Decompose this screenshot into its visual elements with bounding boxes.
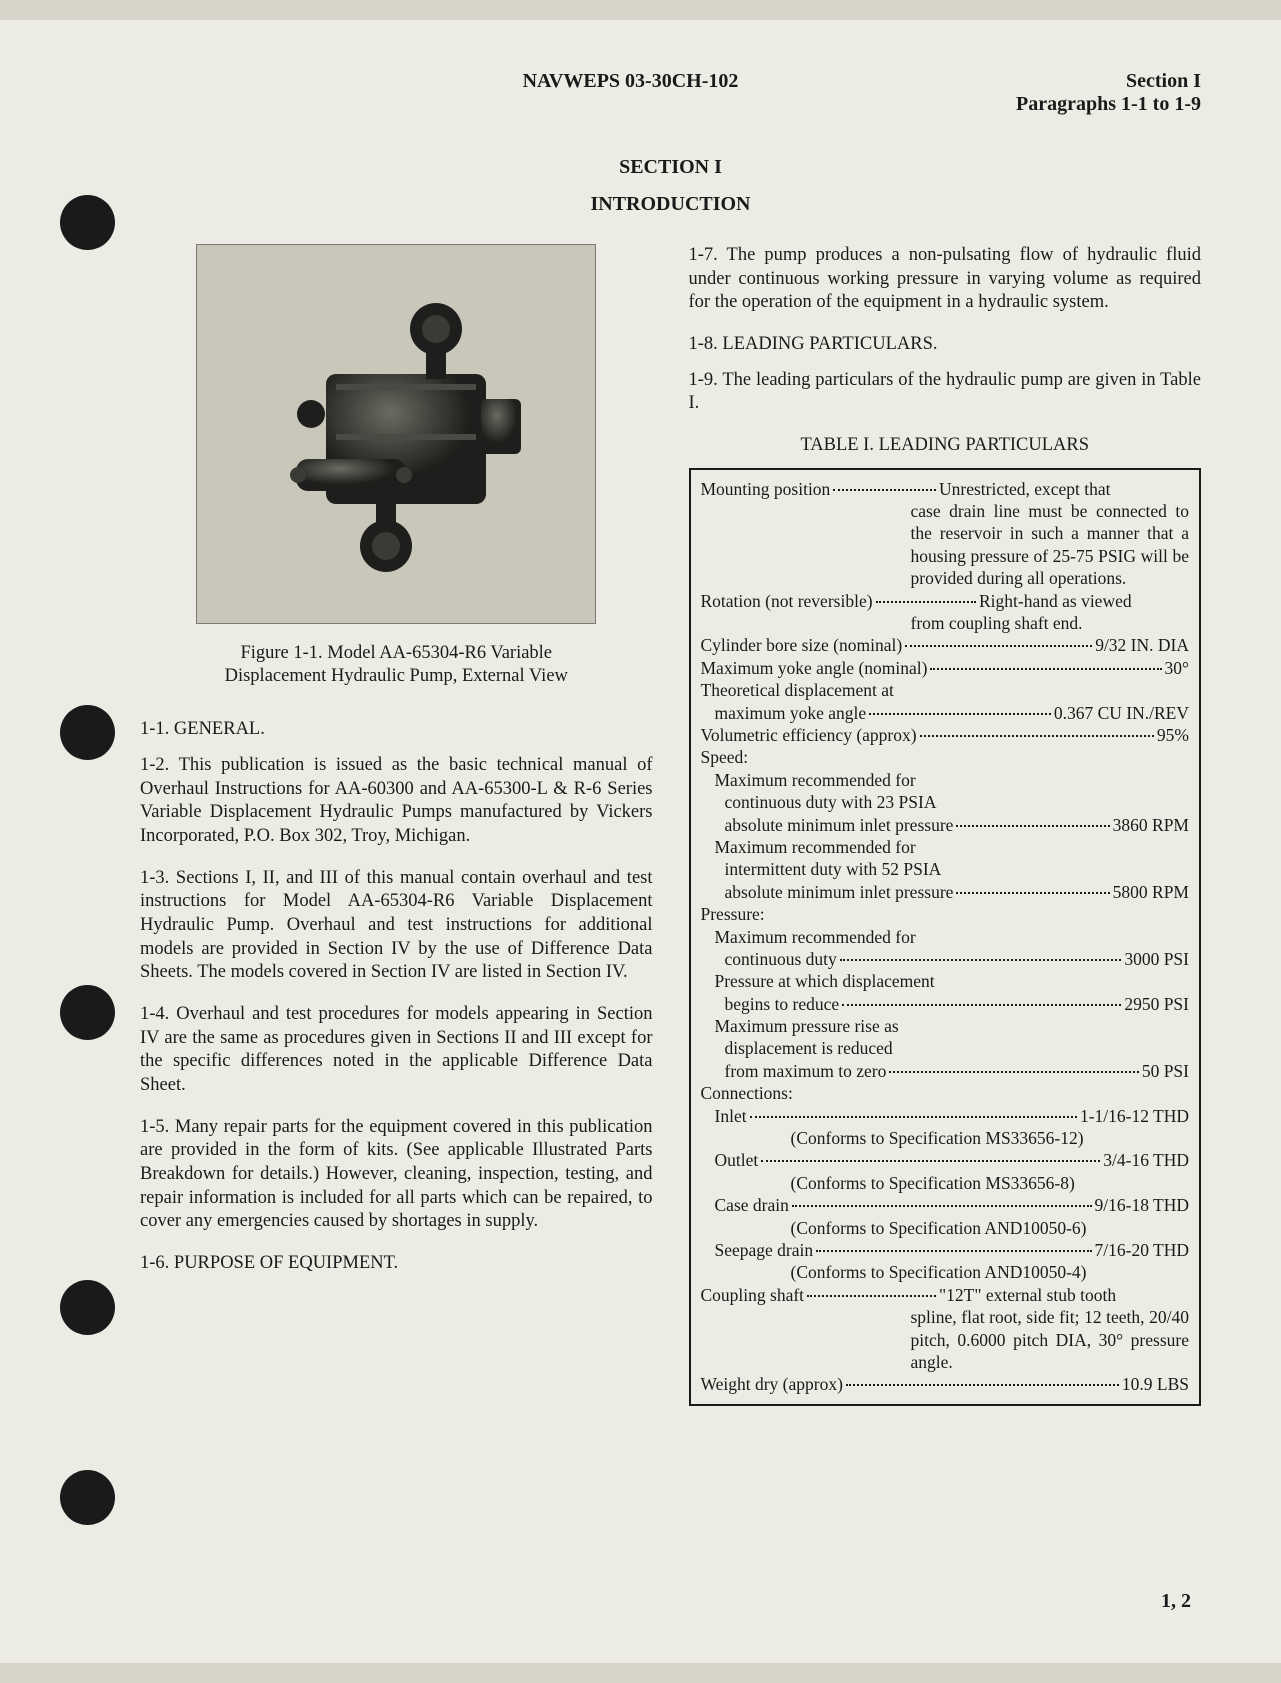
label: maximum yoke angle [715, 702, 867, 724]
speed-cont-3: absolute minimum inlet pressure 3860 RPM [701, 814, 1190, 836]
right-column: 1-7. The pump produces a non-pulsating f… [689, 244, 1202, 1406]
seepage-spec: (Conforms to Specification AND10050-4) [701, 1261, 1190, 1283]
left-column: Figure 1-1. Model AA-65304-R6 Variable D… [140, 244, 653, 1406]
label: Weight dry (approx) [701, 1373, 843, 1395]
row-displacement-l2: maximum yoke angle 0.367 CU IN./REV [701, 702, 1190, 724]
label: Outlet [715, 1149, 759, 1171]
press-cont-1: Maximum recommended for [701, 926, 1190, 948]
punch-hole [60, 705, 115, 760]
row-coupling-shaft: Coupling shaft "12T" external stub tooth [701, 1284, 1190, 1306]
value: 3000 PSI [1124, 948, 1189, 970]
para-1-9: 1-9. The leading particulars of the hydr… [689, 369, 1202, 416]
label: Rotation (not reversible) [701, 590, 873, 612]
row-case-drain: Case drain 9/16-18 THD [701, 1194, 1190, 1216]
value: 30° [1165, 657, 1190, 679]
doc-number: NAVWEPS 03-30CH-102 [340, 70, 921, 116]
page-number: 1, 2 [1161, 1590, 1191, 1613]
label: begins to reduce [725, 993, 840, 1015]
row-pressure-header: Pressure: [701, 903, 1190, 925]
value: 10.9 LBS [1122, 1373, 1189, 1395]
header-section: Section I [921, 70, 1201, 93]
table-leading-particulars: Mounting position Unrestricted, except t… [689, 468, 1202, 1406]
press-rise-1: Maximum pressure rise as [701, 1015, 1190, 1037]
label: Mounting position [701, 478, 831, 500]
press-cont-2: continuous duty 3000 PSI [701, 948, 1190, 970]
para-1-3: 1-3. Sections I, II, and III of this man… [140, 867, 653, 985]
rotation-continued: from coupling shaft end. [701, 612, 1190, 634]
figure-caption-line2: Displacement Hydraulic Pump, External Vi… [225, 666, 568, 686]
speed-cont-2: continuous duty with 23 PSIA [701, 791, 1190, 813]
row-inlet: Inlet 1-1/16-12 THD [701, 1105, 1190, 1127]
value: 0.367 CU IN./REV [1054, 702, 1189, 724]
value: 95% [1157, 724, 1189, 746]
row-connections-header: Connections: [701, 1082, 1190, 1104]
page: NAVWEPS 03-30CH-102 Section I Paragraphs… [0, 20, 1281, 1663]
row-voleff: Volumetric efficiency (approx) 95% [701, 724, 1190, 746]
label: Inlet [715, 1105, 747, 1127]
section-title: SECTION I [140, 156, 1201, 179]
label: absolute minimum inlet pressure [725, 881, 954, 903]
mounting-continued: case drain line must be connected to the… [701, 500, 1190, 590]
para-1-4: 1-4. Overhaul and test procedures for mo… [140, 1003, 653, 1098]
figure-caption: Figure 1-1. Model AA-65304-R6 Variable D… [140, 642, 653, 688]
label: Volumetric efficiency (approx) [701, 724, 917, 746]
press-rise-3: from maximum to zero 50 PSI [701, 1060, 1190, 1082]
label: Maximum yoke angle (nominal) [701, 657, 928, 679]
value: 7/16-20 THD [1095, 1239, 1189, 1261]
speed-cont-1: Maximum recommended for [701, 769, 1190, 791]
label: Cylinder bore size (nominal) [701, 634, 903, 656]
page-header: NAVWEPS 03-30CH-102 Section I Paragraphs… [140, 70, 1201, 116]
punch-hole [60, 1280, 115, 1335]
row-bore: Cylinder bore size (nominal) 9/32 IN. DI… [701, 634, 1190, 656]
heading-1-8: 1-8. LEADING PARTICULARS. [689, 333, 1202, 357]
header-paragraphs: Paragraphs 1-1 to 1-9 [921, 93, 1201, 116]
speed-int-2: intermittent duty with 52 PSIA [701, 858, 1190, 880]
figure-caption-line1: Figure 1-1. Model AA-65304-R6 Variable [240, 643, 552, 663]
row-mounting: Mounting position Unrestricted, except t… [701, 478, 1190, 500]
table-title: TABLE I. LEADING PARTICULARS [689, 434, 1202, 458]
heading-1-1: 1-1. GENERAL. [140, 718, 653, 742]
value: 3860 RPM [1113, 814, 1189, 836]
case-spec: (Conforms to Specification AND10050-6) [701, 1217, 1190, 1239]
inlet-spec: (Conforms to Specification MS33656-12) [701, 1127, 1190, 1149]
outlet-spec: (Conforms to Specification MS33656-8) [701, 1172, 1190, 1194]
two-column-layout: Figure 1-1. Model AA-65304-R6 Variable D… [140, 244, 1201, 1406]
speed-int-1: Maximum recommended for [701, 836, 1190, 858]
label: Seepage drain [715, 1239, 814, 1261]
label: continuous duty [725, 948, 837, 970]
row-weight: Weight dry (approx) 10.9 LBS [701, 1373, 1190, 1395]
punch-hole [60, 1470, 115, 1525]
value: 1-1/16-12 THD [1080, 1105, 1189, 1127]
label: Case drain [715, 1194, 789, 1216]
value: 3/4-16 THD [1103, 1149, 1189, 1171]
value: 5800 RPM [1113, 881, 1189, 903]
pump-illustration [236, 284, 556, 584]
press-rise-2: displacement is reduced [701, 1037, 1190, 1059]
heading-1-6: 1-6. PURPOSE OF EQUIPMENT. [140, 1252, 653, 1276]
press-red-2: begins to reduce 2950 PSI [701, 993, 1190, 1015]
label: from maximum to zero [725, 1060, 887, 1082]
para-1-5: 1-5. Many repair parts for the equipment… [140, 1116, 653, 1234]
row-seepage-drain: Seepage drain 7/16-20 THD [701, 1239, 1190, 1261]
punch-hole [60, 195, 115, 250]
section-subtitle: INTRODUCTION [140, 193, 1201, 216]
row-rotation: Rotation (not reversible) Right-hand as … [701, 590, 1190, 612]
row-outlet: Outlet 3/4-16 THD [701, 1149, 1190, 1171]
figure-1-1 [196, 244, 596, 624]
value: 50 PSI [1142, 1060, 1189, 1082]
row-displacement-l1: Theoretical displacement at [701, 679, 1190, 701]
label: absolute minimum inlet pressure [725, 814, 954, 836]
shaft-continued: spline, flat root, side fit; 12 teeth, 2… [701, 1306, 1190, 1373]
para-1-7: 1-7. The pump produces a non-pulsating f… [689, 244, 1202, 315]
para-1-2: 1-2. This publication is issued as the b… [140, 754, 653, 849]
row-speed-header: Speed: [701, 746, 1190, 768]
label: Coupling shaft [701, 1284, 805, 1306]
value: 9/32 IN. DIA [1095, 634, 1189, 656]
row-yoke: Maximum yoke angle (nominal) 30° [701, 657, 1190, 679]
press-red-1: Pressure at which displacement [701, 970, 1190, 992]
value: 9/16-18 THD [1095, 1194, 1189, 1216]
punch-hole [60, 985, 115, 1040]
speed-int-3: absolute minimum inlet pressure 5800 RPM [701, 881, 1190, 903]
value: 2950 PSI [1124, 993, 1189, 1015]
